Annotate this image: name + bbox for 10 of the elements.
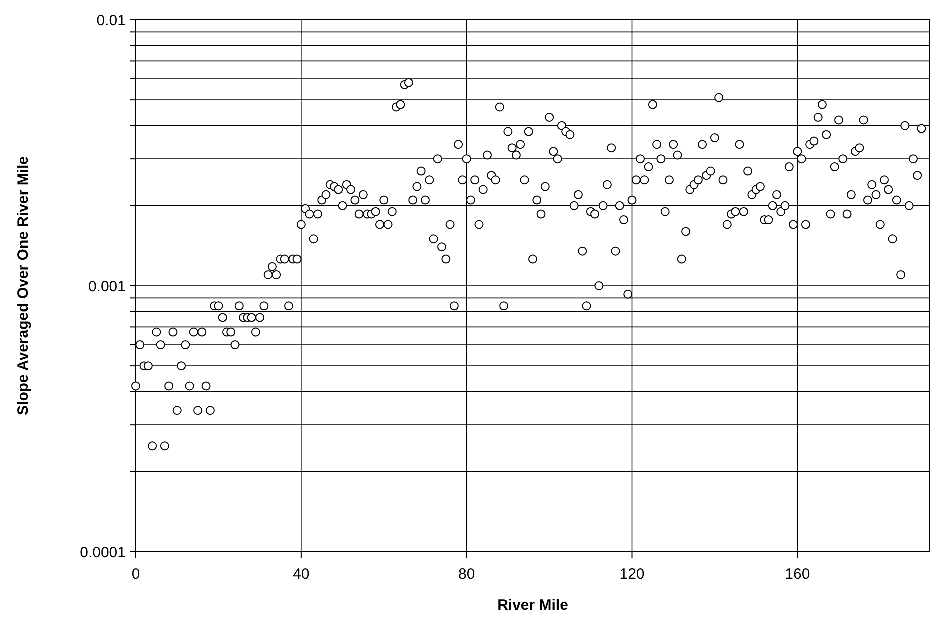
x-tick-label: 120 (620, 566, 645, 583)
y-tick-label: 0.0001 (80, 544, 126, 562)
x-tick-label: 40 (293, 566, 310, 583)
y-tick-label: 0.001 (88, 278, 126, 296)
x-tick-label: 80 (458, 566, 476, 583)
x-axis-title: River Mile (498, 597, 568, 614)
y-tick-label: 0.01 (96, 12, 126, 30)
x-tick-label: 0 (132, 566, 140, 583)
x-tick-label: 160 (785, 566, 810, 583)
y-axis-title: Slope Averaged Over One River Mile (15, 156, 32, 416)
